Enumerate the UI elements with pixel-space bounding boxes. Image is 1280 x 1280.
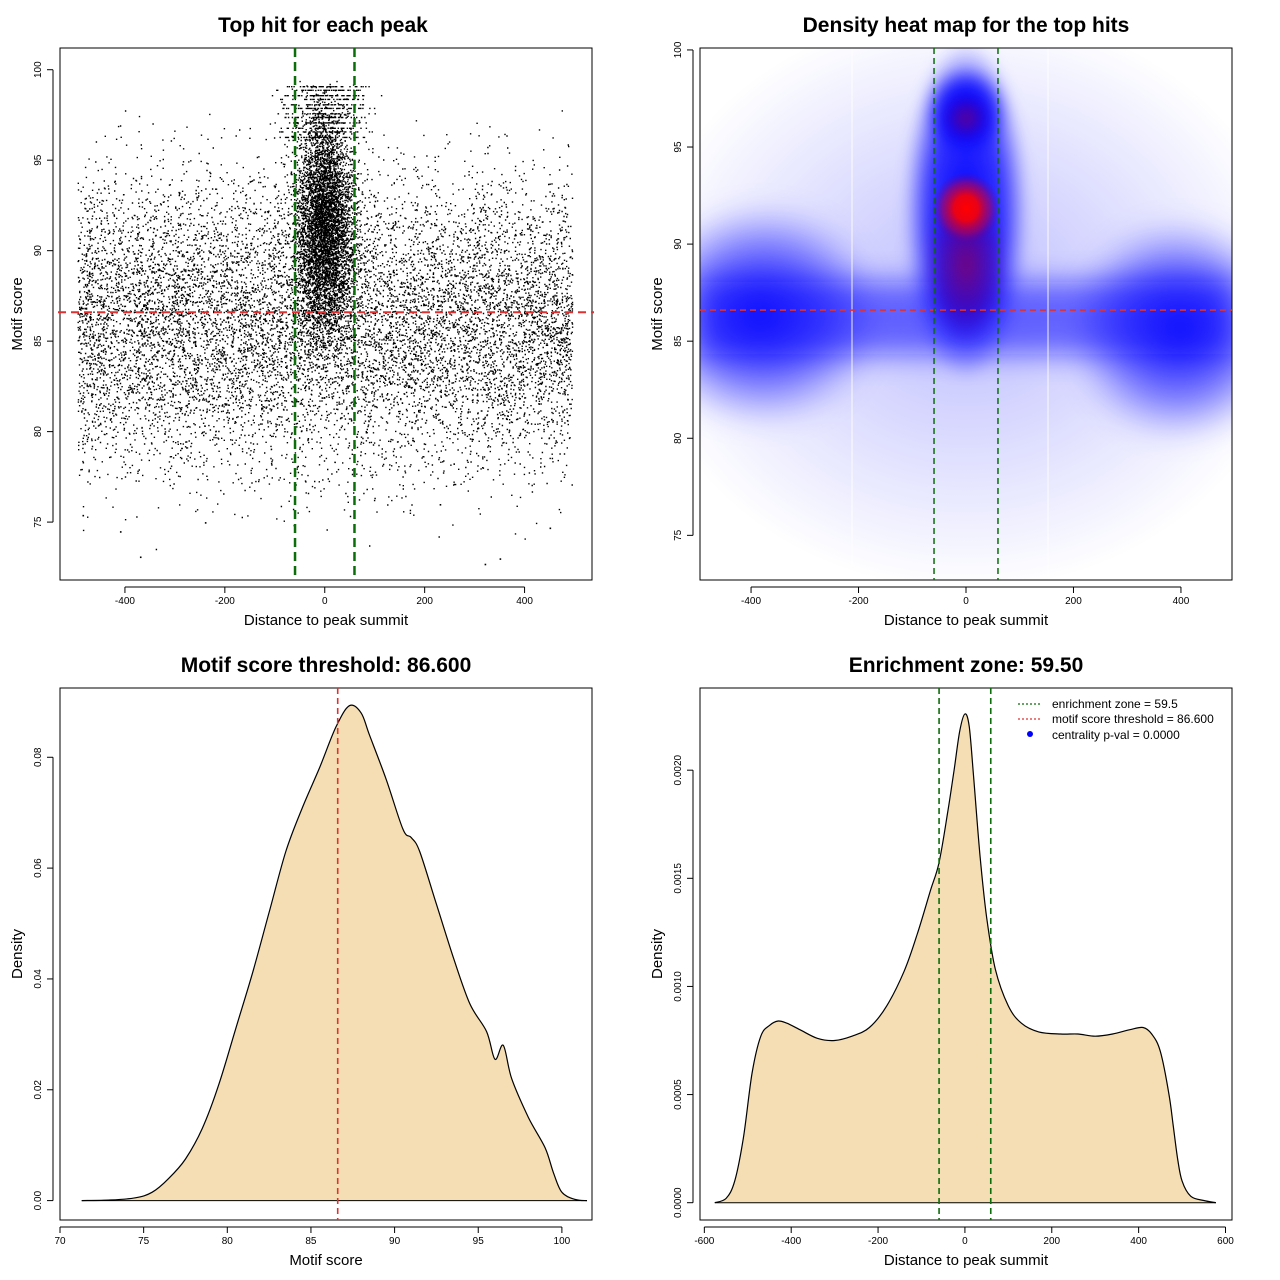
scatter-y-tick-label: 80 bbox=[33, 426, 44, 438]
distance-density-title: Enrichment zone: 59.50 bbox=[849, 654, 1084, 677]
scatter-xlabel: Distance to peak summit bbox=[244, 612, 409, 629]
scatter-y-tick-label: 75 bbox=[33, 516, 44, 528]
scatter-point bbox=[204, 522, 207, 524]
score-density-y-tick-label: 0.06 bbox=[33, 858, 44, 878]
scatter-y-tick-label: 85 bbox=[33, 335, 44, 347]
distance-density-y-tick-label: 0.0005 bbox=[673, 1079, 684, 1110]
distance-density-area bbox=[714, 713, 1216, 1203]
legend-threshold-label: motif score threshold = 86.600 bbox=[1052, 712, 1214, 726]
score-density-ylabel: Density bbox=[9, 928, 26, 979]
score-density-x-tick-label: 70 bbox=[54, 1236, 66, 1247]
distance-density-ylabel: Density bbox=[649, 928, 666, 979]
scatter-point bbox=[499, 558, 502, 560]
score-density-y-tick-label: 0.04 bbox=[33, 969, 44, 989]
distance-density-x-tick-label: 200 bbox=[1043, 1236, 1060, 1247]
scatter-y-tick-label: 90 bbox=[33, 245, 44, 257]
heat-center-peak bbox=[932, 172, 1000, 244]
distance-density-y-tick-label: 0.0015 bbox=[673, 863, 684, 894]
score-density-x-tick-label: 85 bbox=[305, 1236, 317, 1247]
distance-density-y-tick-label: 0.0010 bbox=[673, 971, 684, 1002]
scatter-x-tick-label: -200 bbox=[215, 596, 235, 607]
scatter-title: Top hit for each peak bbox=[218, 14, 428, 37]
distance-density-x-tick-label: -600 bbox=[694, 1236, 714, 1247]
scatter-point bbox=[439, 504, 442, 506]
scatter-ylabel: Motif score bbox=[9, 277, 26, 350]
heatmap-ylabel: Motif score bbox=[649, 277, 666, 350]
score-density-area bbox=[81, 705, 587, 1201]
distance-density-panel: Enrichment zone: 59.50 -600 -400 -200 0 200 4… bbox=[649, 654, 1234, 1269]
scatter-plot-frame bbox=[59, 47, 593, 581]
scatter-point bbox=[139, 556, 142, 559]
distance-density-y-tick-label: 0.0020 bbox=[673, 754, 684, 785]
scatter-y-tick-label: 100 bbox=[33, 61, 44, 78]
score-density-y-tick-label: 0.08 bbox=[33, 747, 44, 767]
scatter-panel: Top hit for each peak -400 -200 0 200 400 75 8… bbox=[9, 14, 594, 629]
scatter-points bbox=[77, 80, 574, 566]
score-density-y-tick-label: 0.02 bbox=[33, 1080, 44, 1100]
heatmap-y-tick-label: 90 bbox=[673, 238, 684, 250]
score-density-y-tick-label: 0.00 bbox=[33, 1190, 44, 1210]
scatter-point bbox=[484, 563, 487, 566]
heatmap-panel: Density heat map for the top hits -400 -2… bbox=[649, 14, 1233, 629]
heatmap-title: Density heat map for the top hits bbox=[803, 14, 1130, 37]
distance-density-x-tick-label: 600 bbox=[1217, 1236, 1234, 1247]
score-density-x-tick-label: 75 bbox=[138, 1236, 150, 1247]
scatter-x-tick-label: 0 bbox=[322, 596, 328, 607]
scatter-point-cloud bbox=[77, 80, 574, 551]
distance-density-x-tick-label: 0 bbox=[962, 1236, 968, 1247]
distance-density-x-tick-label: -200 bbox=[868, 1236, 888, 1247]
score-density-x-tick-label: 95 bbox=[473, 1236, 485, 1247]
heatmap-density bbox=[700, 48, 1232, 580]
score-density-frame bbox=[59, 687, 593, 1221]
score-density-xlabel: Motif score bbox=[289, 1252, 362, 1269]
heatmap-xlabel: Distance to peak summit bbox=[884, 612, 1049, 629]
legend: enrichment zone = 59.5 motif score thres… bbox=[1018, 697, 1214, 742]
scatter-point bbox=[549, 527, 552, 530]
distance-density-xlabel: Distance to peak summit bbox=[884, 1252, 1049, 1269]
heatmap-x-tick-label: -400 bbox=[741, 596, 761, 607]
heatmap-x-tick-label: 400 bbox=[1173, 596, 1190, 607]
heat-top-spot bbox=[944, 96, 988, 140]
heatmap-y-tick-label: 85 bbox=[673, 335, 684, 347]
heatmap-plot-frame bbox=[699, 47, 1233, 581]
score-density-curve bbox=[81, 704, 588, 1202]
legend-enrichment-label: enrichment zone = 59.5 bbox=[1052, 697, 1178, 711]
heatmap-x-tick-label: -200 bbox=[849, 596, 869, 607]
distance-density-x-tick-label: 400 bbox=[1130, 1236, 1147, 1247]
distance-density-y-tick-label: 0.0000 bbox=[673, 1187, 684, 1218]
scatter-x-tick-label: -400 bbox=[115, 596, 135, 607]
legend-pval-label: centrality p-val = 0.0000 bbox=[1052, 728, 1180, 742]
heatmap-x-tick-label: 0 bbox=[963, 596, 969, 607]
score-density-title: Motif score threshold: 86.600 bbox=[181, 654, 472, 677]
distance-density-frame bbox=[699, 687, 1233, 1221]
heatmap-x-tick-label: 200 bbox=[1065, 596, 1082, 607]
distance-density-curve bbox=[714, 713, 1217, 1204]
distance-density-x-tick-label: -400 bbox=[781, 1236, 801, 1247]
heatmap-y-tick-label: 80 bbox=[673, 432, 684, 444]
legend-pval-dot bbox=[1027, 731, 1033, 737]
score-density-x-tick-label: 90 bbox=[389, 1236, 401, 1247]
heatmap-y-tick-label: 95 bbox=[673, 141, 684, 153]
scatter-x-tick-label: 200 bbox=[416, 596, 433, 607]
score-density-x-tick-label: 80 bbox=[222, 1236, 234, 1247]
scatter-x-tick-label: 400 bbox=[516, 596, 533, 607]
score-density-x-tick-label: 100 bbox=[554, 1236, 571, 1247]
heatmap-y-tick-label: 100 bbox=[673, 41, 684, 58]
score-density-panel: Motif score threshold: 86.600 70 75 80 85 90… bbox=[9, 654, 593, 1269]
heatmap-y-tick-label: 75 bbox=[673, 529, 684, 541]
scatter-point bbox=[82, 514, 85, 517]
scatter-point bbox=[119, 531, 122, 533]
scatter-y-tick-label: 95 bbox=[33, 154, 44, 166]
